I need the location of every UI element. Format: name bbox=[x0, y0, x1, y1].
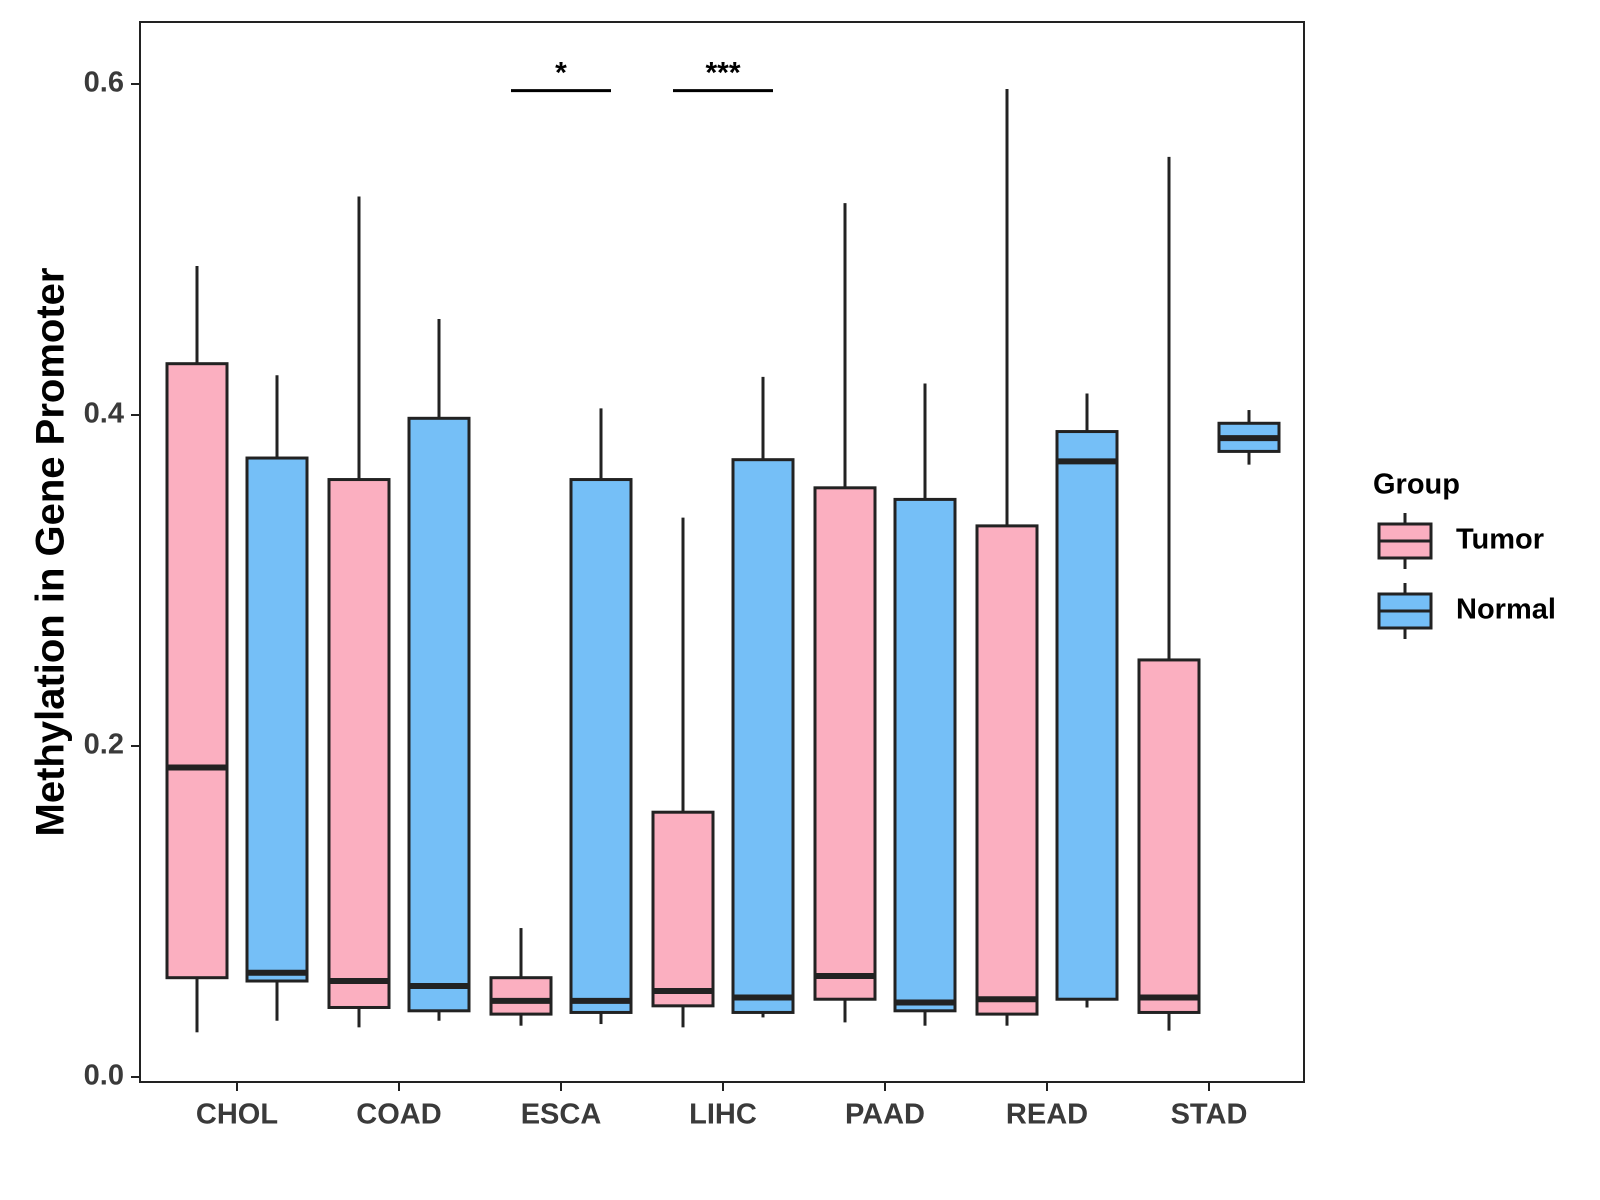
significance-label: *** bbox=[705, 57, 740, 90]
box-normal-coad bbox=[407, 319, 471, 1021]
box-body bbox=[651, 810, 715, 1008]
box-tumor-coad bbox=[327, 196, 391, 1028]
x-tick-label: CHOL bbox=[196, 1099, 278, 1131]
legend-entry-tumor: Tumor bbox=[1377, 513, 1544, 569]
box-normal-chol bbox=[245, 375, 309, 1021]
significance-label: * bbox=[555, 57, 567, 90]
legend-label: Normal bbox=[1456, 594, 1556, 626]
box-tumor-esca bbox=[489, 928, 553, 1026]
legend-label: Tumor bbox=[1456, 524, 1544, 556]
legend-entry-normal: Normal bbox=[1377, 583, 1556, 639]
box-body bbox=[1137, 658, 1201, 1014]
x-tick-label: ESCA bbox=[521, 1099, 602, 1131]
box-body bbox=[407, 416, 471, 1013]
y-axis-title: Methylation in Gene Promoter bbox=[29, 268, 73, 837]
box-normal-paad bbox=[893, 383, 957, 1026]
box-body bbox=[731, 458, 795, 1014]
x-tick-label: READ bbox=[1006, 1099, 1088, 1131]
x-tick-label: STAD bbox=[1171, 1099, 1248, 1131]
legend: Group Tumor Normal bbox=[1373, 469, 1556, 639]
box-normal-read bbox=[1055, 393, 1119, 1008]
box-body bbox=[327, 478, 391, 1009]
x-tick-label: PAAD bbox=[845, 1099, 925, 1131]
box-tumor-lihc bbox=[651, 517, 715, 1028]
box-body bbox=[813, 486, 877, 1001]
x-tick-label: LIHC bbox=[689, 1099, 757, 1131]
y-tick-label: 0.6 bbox=[84, 67, 124, 99]
plot-panel bbox=[139, 21, 1305, 1083]
box-body bbox=[165, 362, 229, 980]
box-tumor-paad bbox=[813, 203, 877, 1023]
box-body bbox=[569, 478, 633, 1014]
box-tumor-chol bbox=[165, 266, 229, 1033]
significance-layer: * *** bbox=[511, 57, 773, 93]
x-axis: CHOL COAD ESCA LIHC PAAD READ STAD bbox=[196, 1082, 1247, 1131]
box-tumor-stad bbox=[1137, 156, 1201, 1031]
box-body bbox=[975, 524, 1039, 1016]
box-body bbox=[245, 456, 309, 983]
box-normal-lihc bbox=[731, 376, 795, 1018]
y-tick-label: 0.0 bbox=[84, 1060, 124, 1092]
box-body bbox=[1055, 430, 1119, 1001]
boxes-layer bbox=[165, 88, 1281, 1033]
y-tick-label: 0.2 bbox=[84, 729, 124, 761]
box-normal-stad bbox=[1217, 410, 1281, 465]
box-tumor-read bbox=[975, 88, 1039, 1026]
box-body bbox=[489, 976, 553, 1016]
legend-title: Group bbox=[1373, 469, 1460, 501]
x-tick-label: COAD bbox=[356, 1099, 441, 1131]
box-normal-esca bbox=[569, 408, 633, 1025]
y-axis: 0.0 0.2 0.4 0.6 bbox=[84, 67, 140, 1092]
y-tick-label: 0.4 bbox=[84, 398, 124, 430]
box-body bbox=[893, 497, 957, 1013]
